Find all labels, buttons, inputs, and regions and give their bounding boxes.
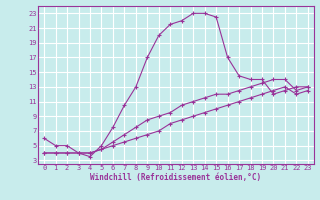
X-axis label: Windchill (Refroidissement éolien,°C): Windchill (Refroidissement éolien,°C) <box>91 173 261 182</box>
